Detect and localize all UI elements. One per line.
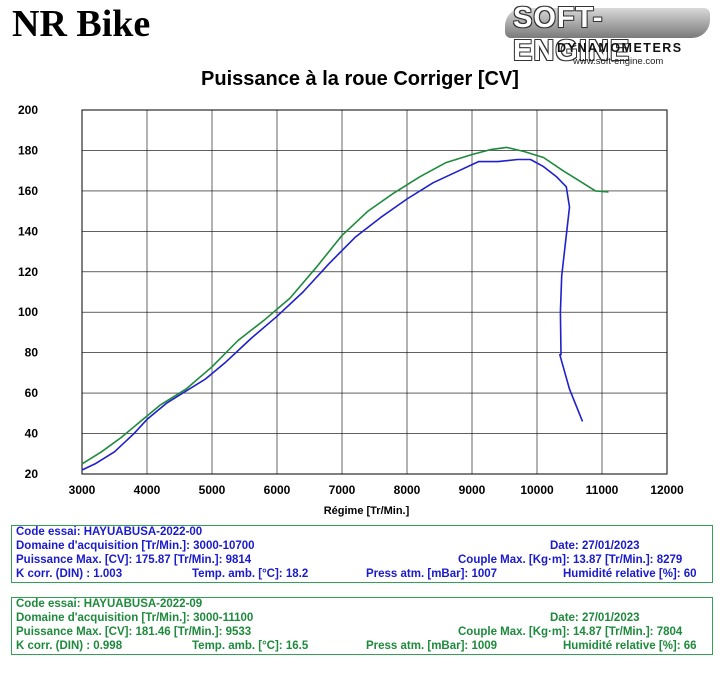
relative-humidity: Humidité relative [%]: 66 — [563, 640, 697, 652]
x-tick-label: 8000 — [394, 483, 421, 497]
x-tick-label: 3000 — [69, 483, 96, 497]
x-tick-label: 9000 — [459, 483, 486, 497]
x-tick-label: 10000 — [520, 483, 554, 497]
chart-title: Puissance à la roue Corriger [CV] — [201, 68, 519, 90]
test-date: Date: 27/01/2023 — [550, 540, 640, 552]
acquisition-range: Domaine d'acquisition [Tr/Min.]: 3000-11… — [16, 612, 254, 624]
y-tick-label: 80 — [25, 346, 39, 360]
x-tick-label: 4000 — [134, 483, 161, 497]
info-row: Puissance Max. [CV]: 175.87 [Tr/Min.]: 9… — [12, 554, 712, 568]
max-power: Puissance Max. [CV]: 181.46 [Tr/Min.]: 9… — [16, 626, 252, 638]
max-torque: Couple Max. [Kg·m]: 14.87 [Tr/Min.]: 780… — [458, 626, 683, 638]
logo-url-text: www.soft-engine.com — [573, 56, 664, 67]
logo-sub-text: DYNAMOMETERS — [557, 41, 683, 55]
max-power: Puissance Max. [CV]: 175.87 [Tr/Min.]: 9… — [16, 554, 252, 566]
info-row: K corr. (DIN) : 0.998 Temp. amb. [°C]: 1… — [12, 640, 712, 654]
info-row: K corr. (DIN) : 1.003 Temp. amb. [°C]: 1… — [12, 568, 712, 582]
max-torque: Couple Max. [Kg·m]: 13.87 [Tr/Min.]: 827… — [458, 554, 683, 566]
correction-factor: K corr. (DIN) : 0.998 — [16, 640, 123, 652]
y-tick-label: 100 — [18, 305, 38, 319]
info-row: Code essai: HAYUABUSA-2022-00 — [12, 526, 712, 540]
y-tick-label: 40 — [25, 427, 39, 441]
y-tick-label: 20 — [25, 467, 39, 481]
x-tick-label: 12000 — [650, 483, 684, 497]
acquisition-range: Domaine d'acquisition [Tr/Min.]: 3000-10… — [16, 540, 255, 552]
power-chart: 3000 4000 5000 6000 7000 8000 9000 10000 11000 12… — [18, 103, 684, 517]
plot-area — [81, 109, 668, 475]
atm-pressure: Press atm. [mBar]: 1009 — [366, 640, 498, 652]
y-tick-label: 200 — [18, 103, 38, 117]
test-code: Code essai: HAYUABUSA-2022-00 — [16, 526, 203, 538]
y-tick-label: 180 — [18, 143, 38, 157]
logo-main-text: SOFT-ENGINE — [513, 2, 631, 67]
ambient-temp: Temp. amb. [°C]: 18.2 — [192, 568, 309, 580]
brand-title: NR Bike — [12, 3, 151, 45]
info-row: Domaine d'acquisition [Tr/Min.]: 3000-11… — [12, 612, 712, 626]
info-row: Domaine d'acquisition [Tr/Min.]: 3000-10… — [12, 540, 712, 554]
power-curve-test-1 — [81, 158, 584, 471]
y-tick-label: 120 — [18, 265, 38, 279]
atm-pressure: Press atm. [mBar]: 1007 — [366, 568, 498, 580]
x-tick-label: 5000 — [199, 483, 226, 497]
power-curve-test-2 — [81, 146, 609, 465]
test-info-panel-1: Code essai: HAYUABUSA-2022-00 Domaine d'… — [11, 525, 713, 583]
soft-engine-logo: SOFT-ENGINE DYNAMOMETERS www.soft-engine… — [505, 0, 715, 70]
info-row: Puissance Max. [CV]: 181.46 [Tr/Min.]: 9… — [12, 626, 712, 640]
x-tick-label: 6000 — [264, 483, 291, 497]
y-tick-label: 160 — [18, 184, 38, 198]
x-tick-label: 11000 — [586, 483, 619, 497]
ambient-temp: Temp. amb. [°C]: 16.5 — [192, 640, 309, 652]
y-tick-label: 60 — [25, 386, 39, 400]
test-date: Date: 27/01/2023 — [550, 612, 640, 624]
y-tick-label: 140 — [18, 224, 38, 238]
test-info-panel-2: Code essai: HAYUABUSA-2022-09 Domaine d'… — [11, 597, 713, 655]
logo-swoosh — [505, 8, 710, 38]
correction-factor: K corr. (DIN) : 1.003 — [16, 568, 123, 580]
test-code: Code essai: HAYUABUSA-2022-09 — [16, 598, 203, 610]
info-row: Code essai: HAYUABUSA-2022-09 — [12, 598, 712, 612]
x-axis-label: Régime [Tr/Min.] — [324, 505, 410, 517]
x-tick-label: 7000 — [329, 483, 356, 497]
relative-humidity: Humidité relative [%]: 60 — [563, 568, 697, 580]
